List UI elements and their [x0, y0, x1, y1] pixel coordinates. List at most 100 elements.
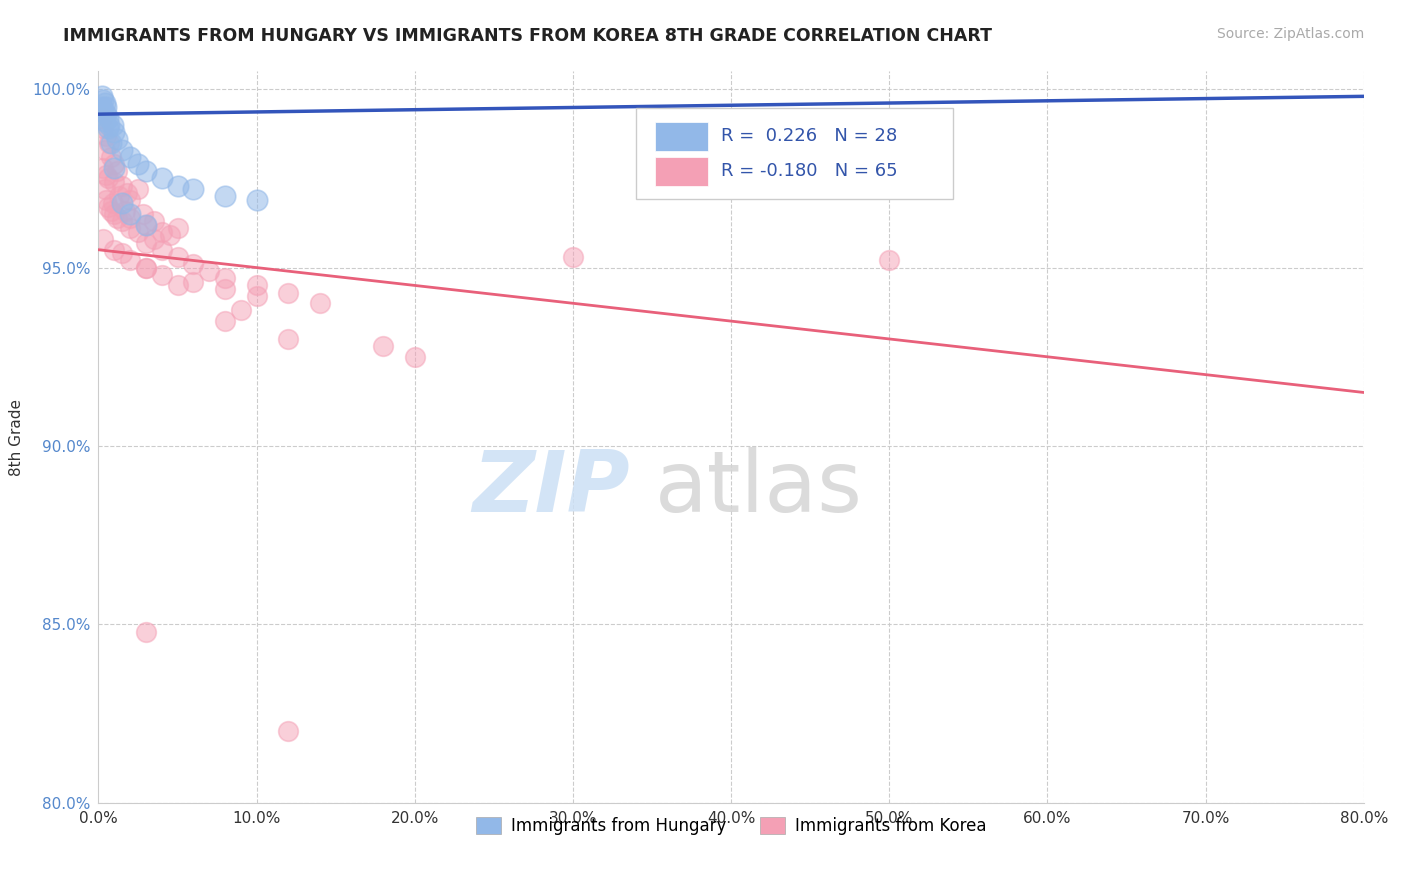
Point: [135, 235, 157, 250]
Point: [135, 218, 157, 232]
Point: [93, 182, 117, 196]
Point: [183, 182, 205, 196]
Legend: Immigrants from Hungary, Immigrants from Korea: Immigrants from Hungary, Immigrants from…: [470, 811, 993, 842]
Point: [198, 264, 221, 278]
Point: [120, 150, 141, 164]
Point: [404, 350, 426, 364]
Point: [214, 189, 236, 203]
Point: [214, 282, 236, 296]
Point: [90, 100, 112, 114]
Point: [91, 93, 114, 107]
Point: [246, 278, 269, 293]
Point: [96, 107, 118, 121]
Point: [96, 128, 118, 143]
Point: [135, 260, 157, 275]
Point: [107, 132, 129, 146]
Point: [127, 157, 149, 171]
Point: [229, 303, 252, 318]
Point: [309, 296, 332, 310]
Point: [97, 111, 120, 125]
Point: [120, 221, 141, 235]
Point: [101, 118, 124, 132]
Point: [93, 143, 117, 157]
Point: [371, 339, 394, 353]
Point: [90, 89, 112, 103]
Text: R = -0.180   N = 65: R = -0.180 N = 65: [721, 161, 897, 180]
Point: [214, 271, 236, 285]
Point: [120, 193, 141, 207]
Point: [98, 118, 121, 132]
Text: atlas: atlas: [655, 447, 863, 530]
Point: [111, 214, 134, 228]
Point: [97, 200, 120, 214]
Point: [114, 203, 136, 218]
Point: [91, 232, 114, 246]
Point: [97, 171, 120, 186]
Point: [96, 168, 118, 182]
Point: [135, 260, 157, 275]
Point: [111, 246, 134, 260]
Point: [93, 96, 117, 111]
Point: [150, 268, 173, 282]
Point: [277, 285, 299, 300]
Point: [277, 724, 299, 739]
Point: [103, 157, 125, 171]
Point: [100, 136, 122, 150]
Point: [135, 164, 157, 178]
Point: [120, 211, 141, 225]
FancyBboxPatch shape: [636, 108, 953, 200]
Point: [108, 189, 131, 203]
Point: [166, 221, 188, 235]
Point: [90, 111, 112, 125]
Point: [111, 143, 134, 157]
Point: [91, 161, 114, 175]
Point: [132, 207, 155, 221]
Point: [150, 171, 173, 186]
Point: [111, 196, 134, 211]
Point: [127, 182, 149, 196]
Point: [166, 178, 188, 193]
Point: [100, 203, 122, 218]
Point: [142, 232, 165, 246]
Point: [150, 243, 173, 257]
Y-axis label: 8th Grade: 8th Grade: [8, 399, 24, 475]
Point: [183, 275, 205, 289]
Text: R =  0.226   N = 28: R = 0.226 N = 28: [721, 127, 897, 145]
Point: [100, 150, 122, 164]
Point: [135, 624, 157, 639]
Point: [166, 250, 188, 264]
Point: [120, 253, 141, 268]
Point: [107, 164, 129, 178]
Point: [142, 214, 165, 228]
FancyBboxPatch shape: [655, 122, 709, 151]
Point: [120, 207, 141, 221]
Point: [159, 228, 181, 243]
Point: [103, 161, 125, 175]
Point: [101, 196, 124, 211]
Point: [135, 218, 157, 232]
Point: [115, 186, 138, 200]
Point: [183, 257, 205, 271]
Point: [103, 175, 125, 189]
Point: [561, 250, 585, 264]
FancyBboxPatch shape: [655, 157, 709, 186]
Point: [214, 314, 236, 328]
Point: [97, 121, 120, 136]
Point: [277, 332, 299, 346]
Point: [150, 225, 173, 239]
Point: [91, 121, 114, 136]
Text: ZIP: ZIP: [472, 447, 630, 530]
Point: [103, 125, 125, 139]
Point: [107, 211, 129, 225]
Point: [96, 193, 118, 207]
Point: [877, 253, 901, 268]
Point: [96, 100, 118, 114]
Point: [91, 103, 114, 118]
Text: IMMIGRANTS FROM HUNGARY VS IMMIGRANTS FROM KOREA 8TH GRADE CORRELATION CHART: IMMIGRANTS FROM HUNGARY VS IMMIGRANTS FR…: [63, 27, 993, 45]
Point: [246, 289, 269, 303]
Point: [93, 114, 117, 128]
Point: [127, 225, 149, 239]
Point: [166, 278, 188, 293]
Point: [103, 243, 125, 257]
Text: Source: ZipAtlas.com: Source: ZipAtlas.com: [1216, 27, 1364, 41]
